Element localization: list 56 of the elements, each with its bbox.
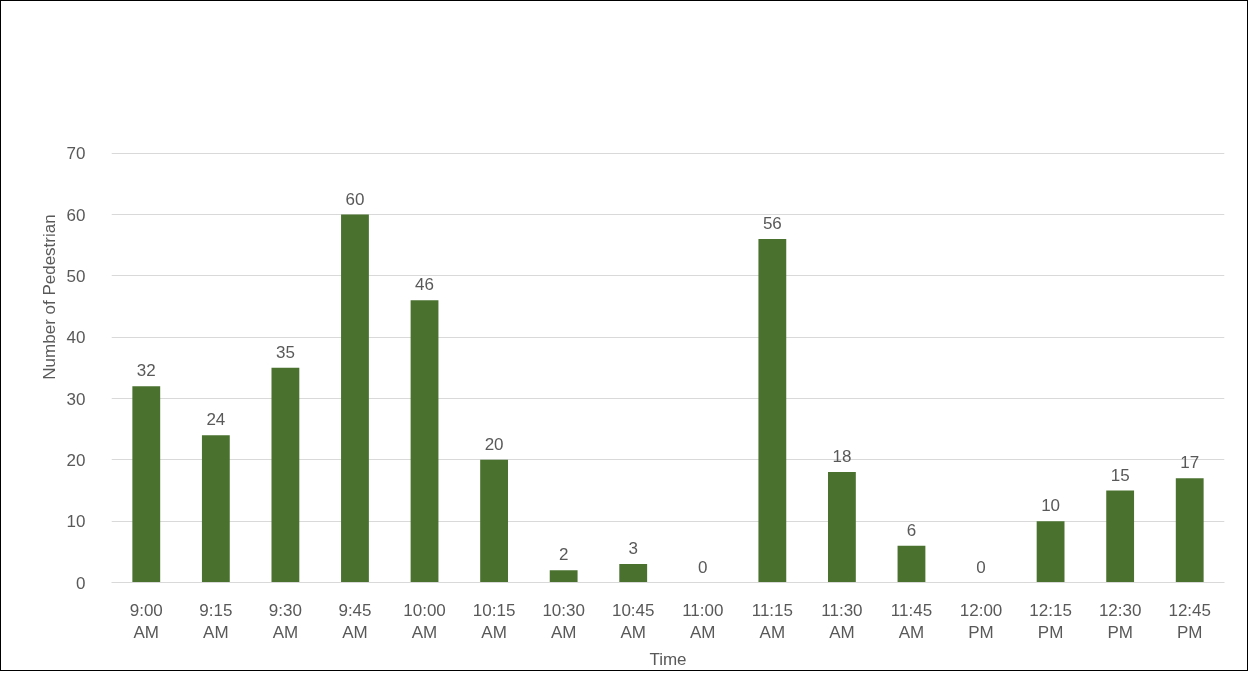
bar xyxy=(410,300,439,583)
x-tick-label: 9:15 AM xyxy=(199,600,233,643)
x-tick-label: 10:00 AM xyxy=(403,600,446,643)
data-label: 15 xyxy=(1110,465,1130,485)
y-axis-title: Number of Pedestrian xyxy=(39,214,59,380)
y-tick-label: 40 xyxy=(66,328,86,348)
bar xyxy=(341,214,369,583)
data-label: 0 xyxy=(698,557,708,577)
y-tick-label: 20 xyxy=(66,450,86,470)
data-label: 6 xyxy=(906,520,917,540)
bar xyxy=(132,386,161,583)
bar xyxy=(758,239,787,583)
bar xyxy=(1036,521,1065,583)
x-tick-label: 11:30 AM xyxy=(821,600,863,643)
data-label: 0 xyxy=(976,557,986,577)
data-label: 17 xyxy=(1180,453,1200,473)
bar xyxy=(271,367,300,583)
x-tick-label: 11:45 AM xyxy=(890,600,933,643)
y-tick-label: 50 xyxy=(66,266,86,286)
x-tick-label: 12:30 PM xyxy=(1098,600,1142,643)
y-tick-label: 70 xyxy=(66,144,86,164)
bar xyxy=(201,435,230,583)
data-label: 60 xyxy=(345,189,365,209)
y-tick-label: 60 xyxy=(66,205,86,225)
x-tick-label: 9:45 AM xyxy=(338,600,372,643)
data-label: 35 xyxy=(275,342,295,362)
x-axis-title: Time xyxy=(649,650,687,670)
data-label: 46 xyxy=(415,275,434,295)
data-label: 10 xyxy=(1041,496,1061,516)
data-label: 3 xyxy=(628,539,638,559)
bar xyxy=(549,570,578,583)
data-label: 32 xyxy=(136,361,156,381)
x-tick-label: 12:15 PM xyxy=(1029,600,1072,643)
data-label: 20 xyxy=(484,434,504,454)
x-tick-label: 12:00 PM xyxy=(959,600,1003,643)
y-tick-label: 30 xyxy=(66,389,86,409)
x-tick-label: 11:00 AM xyxy=(682,600,724,643)
bar xyxy=(619,564,648,583)
x-tick-label: 12:45 PM xyxy=(1168,600,1211,643)
data-label: 2 xyxy=(558,545,569,565)
x-tick-label: 11:15 AM xyxy=(751,600,793,643)
bar xyxy=(480,459,509,583)
x-tick-label: 10:45 AM xyxy=(611,600,655,643)
bar xyxy=(1175,478,1204,583)
x-tick-label: 10:15 AM xyxy=(472,600,516,643)
bar xyxy=(827,472,856,583)
y-tick-label: 10 xyxy=(66,512,86,532)
bar xyxy=(897,545,926,583)
x-tick-label: 9:30 AM xyxy=(268,600,302,643)
y-tick-label: 0 xyxy=(76,573,86,593)
x-tick-label: 10:30 AM xyxy=(542,600,585,643)
bar xyxy=(1106,490,1135,583)
data-label: 18 xyxy=(832,447,852,467)
x-tick-label: 9:00 AM xyxy=(129,600,163,643)
data-label: 24 xyxy=(206,410,226,430)
data-label: 56 xyxy=(762,214,782,234)
